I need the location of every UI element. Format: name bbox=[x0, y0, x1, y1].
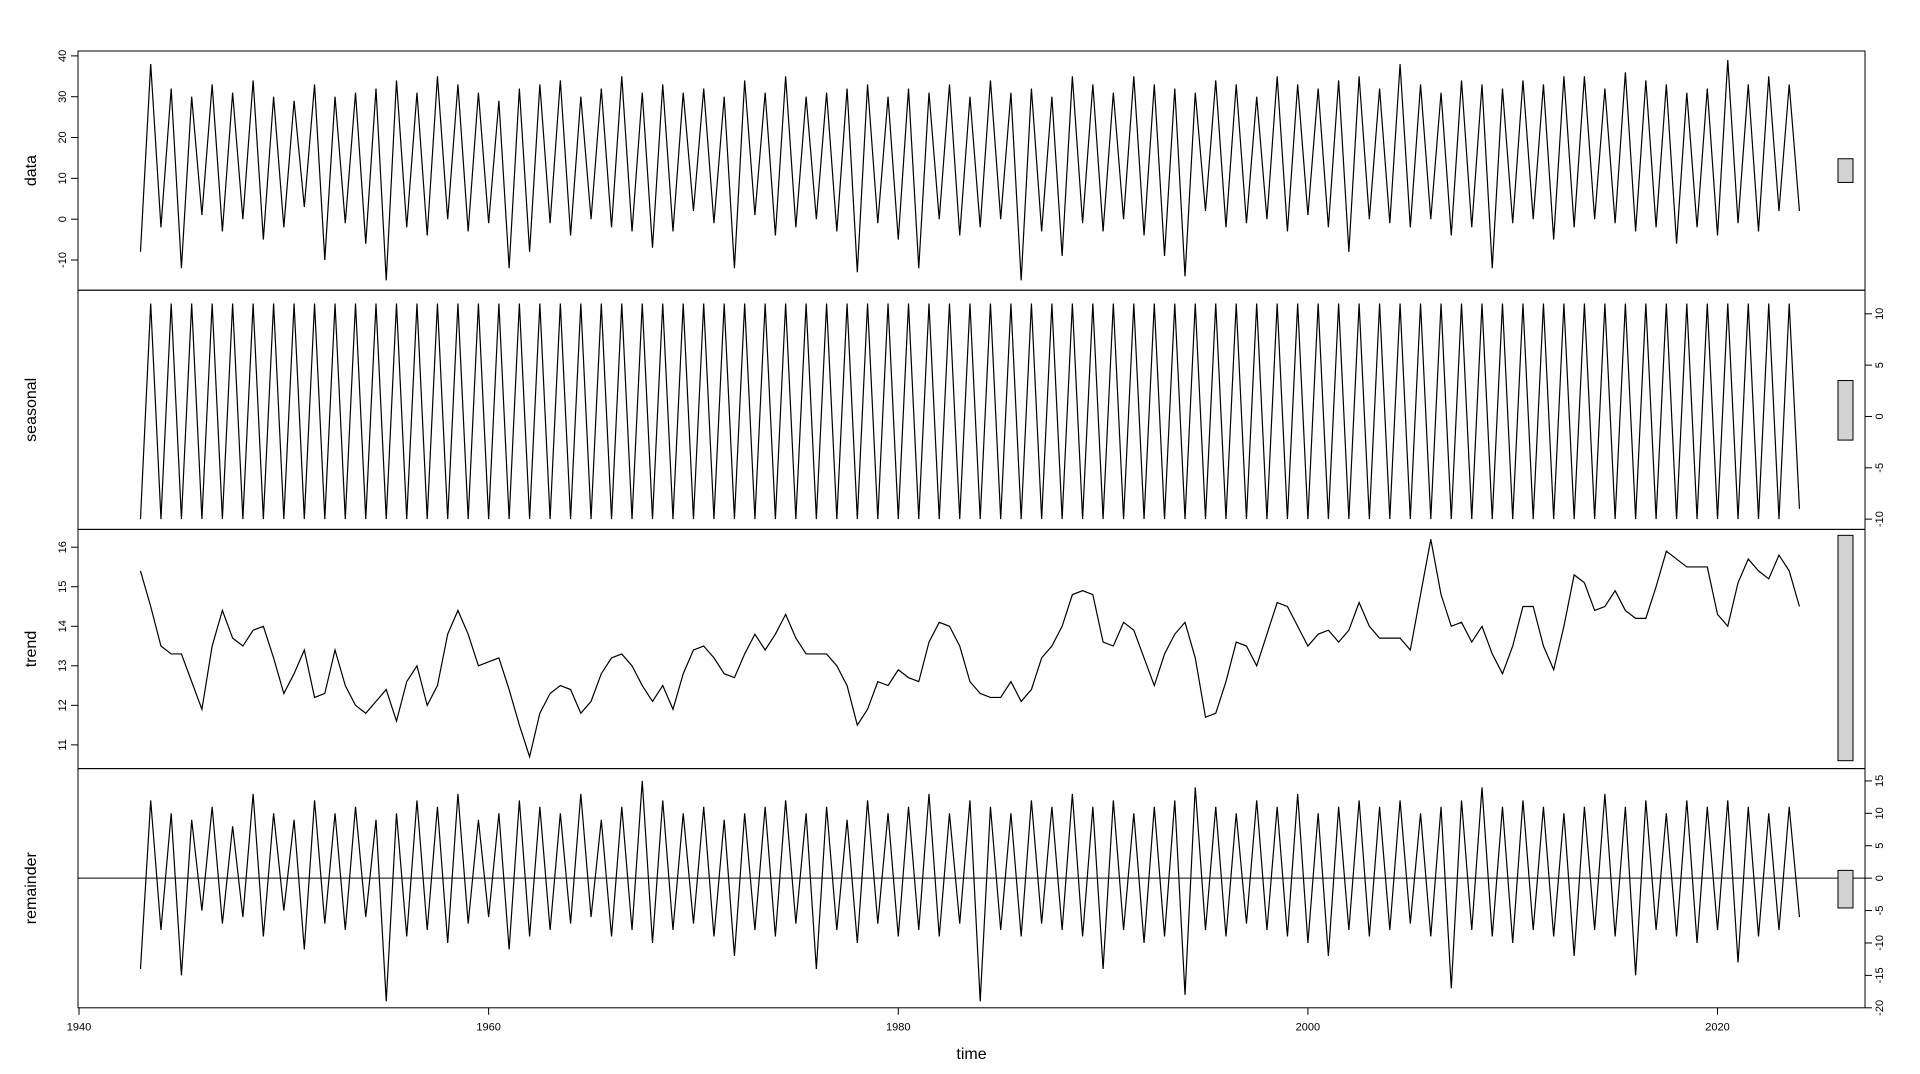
x-axis-label: time bbox=[956, 1046, 986, 1063]
x-tick-label: 2020 bbox=[1705, 1022, 1729, 1034]
y-tick-label: 0 bbox=[1874, 875, 1886, 881]
y-axis-label: data bbox=[23, 155, 40, 186]
y-tick-label: -15 bbox=[1874, 967, 1886, 983]
y-tick-label: 20 bbox=[57, 131, 69, 143]
range-bar bbox=[1837, 380, 1854, 441]
series-line bbox=[139, 59, 1801, 281]
y-tick-label: 5 bbox=[1874, 843, 1886, 849]
range-bar bbox=[1837, 869, 1854, 909]
series-line bbox=[139, 780, 1801, 1002]
y-tick-label: 30 bbox=[57, 91, 69, 103]
y-tick-label: -10 bbox=[1874, 935, 1886, 951]
y-tick-label: -20 bbox=[1874, 1000, 1886, 1016]
y-tick-label: 15 bbox=[57, 581, 69, 593]
series-line bbox=[139, 539, 1801, 759]
y-axis-label: seasonal bbox=[23, 378, 40, 442]
x-tick-label: 1940 bbox=[67, 1022, 91, 1034]
y-tick-label: 12 bbox=[57, 699, 69, 711]
range-bar bbox=[1837, 534, 1854, 762]
y-tick-label: 16 bbox=[57, 541, 69, 553]
y-axis-label: remainder bbox=[23, 852, 40, 925]
y-axis-label: trend bbox=[23, 631, 40, 667]
panel-frame bbox=[77, 528, 1866, 770]
y-tick-label: -10 bbox=[57, 252, 69, 268]
series-line bbox=[139, 303, 1801, 520]
y-tick-label: 10 bbox=[57, 172, 69, 184]
y-tick-label: -5 bbox=[1874, 463, 1886, 473]
x-tick-label: 1960 bbox=[476, 1022, 500, 1034]
y-tick-label: 5 bbox=[1874, 362, 1886, 368]
y-tick-label: 10 bbox=[1874, 807, 1886, 819]
y-tick-label: -5 bbox=[1874, 906, 1886, 916]
y-tick-label: -10 bbox=[1874, 511, 1886, 527]
x-tick-label: 1980 bbox=[886, 1022, 910, 1034]
y-tick-label: 13 bbox=[57, 660, 69, 672]
y-tick-label: 0 bbox=[1874, 413, 1886, 419]
panel-frame bbox=[77, 50, 1866, 291]
y-tick-label: 40 bbox=[57, 50, 69, 62]
panel-frame bbox=[77, 768, 1866, 1009]
range-bar bbox=[1837, 158, 1854, 183]
y-tick-label: 0 bbox=[57, 216, 69, 222]
y-tick-label: 15 bbox=[1874, 775, 1886, 787]
x-tick-label: 2000 bbox=[1296, 1022, 1320, 1034]
y-tick-label: 14 bbox=[57, 620, 69, 632]
y-tick-label: 10 bbox=[1874, 308, 1886, 320]
y-tick-label: 11 bbox=[57, 739, 69, 750]
